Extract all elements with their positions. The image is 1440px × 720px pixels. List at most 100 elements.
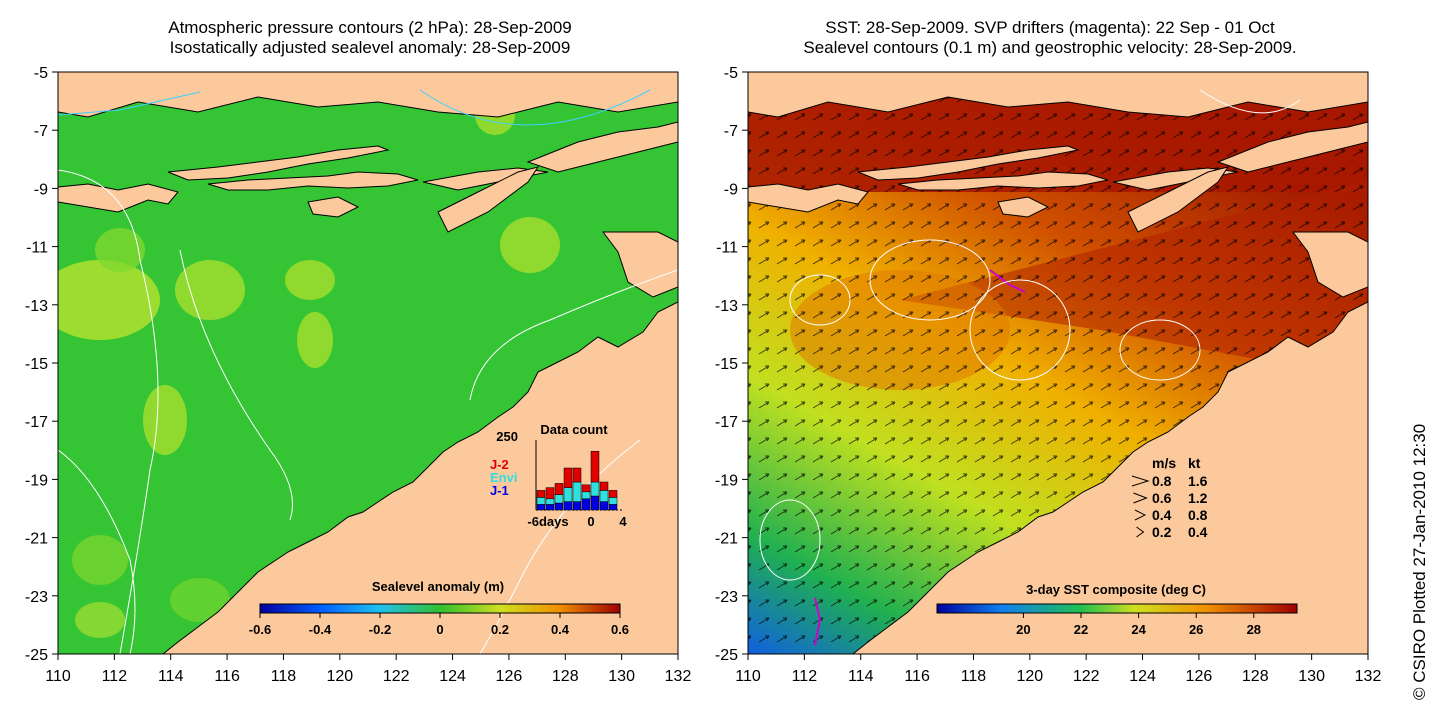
inset-legend-j-2: J-2 xyxy=(490,457,509,472)
inset-legend-envi: Envi xyxy=(490,470,517,485)
right-lat-label: -11 xyxy=(716,240,738,257)
left-lat-label: -9 xyxy=(34,181,48,198)
velocity-kt: 0.4 xyxy=(1188,524,1208,540)
sla-colorbar-tick: -0.6 xyxy=(249,622,271,637)
left-lon-label: 110 xyxy=(45,668,71,685)
inset-bar-envi xyxy=(554,494,564,504)
inset-bar-envi xyxy=(545,498,555,505)
inset-bar-j1 xyxy=(554,502,564,511)
right-lon-label: 110 xyxy=(735,668,761,685)
velocity-ms: 0.2 xyxy=(1152,524,1172,540)
left-map-title: Atmospheric pressure contours (2 hPa): 2… xyxy=(40,18,700,58)
inset-bar-envi xyxy=(536,497,546,505)
inset-bar-j1 xyxy=(545,504,555,511)
left-lat-label: -21 xyxy=(25,531,48,548)
credit-text: © CSIRO Plotted 27-Jan-2010 12:30 xyxy=(1410,423,1429,700)
inset-bar-j2 xyxy=(590,450,600,483)
left-lat-label: -15 xyxy=(25,356,48,373)
sst-map xyxy=(748,72,1368,654)
right-lon-label: 112 xyxy=(792,668,818,685)
velocity-ms: 0.6 xyxy=(1152,490,1172,506)
right-lat-label: -5 xyxy=(724,65,738,82)
velocity-kt: 1.2 xyxy=(1188,490,1208,506)
inset-bar-j1 xyxy=(599,501,609,511)
inset-title: Data count xyxy=(540,422,608,437)
right-lon-label: 126 xyxy=(1186,668,1213,685)
left-lon-label: 120 xyxy=(326,668,353,685)
velocity-header-ms: m/s xyxy=(1152,455,1176,471)
velocity-arrow xyxy=(1136,526,1145,538)
right-lon-label: 130 xyxy=(1298,668,1325,685)
inset-bar-envi xyxy=(608,497,618,505)
right-lat-label: -15 xyxy=(715,356,738,373)
left-title-line2: Isostatically adjusted sealevel anomaly:… xyxy=(169,38,571,57)
inset-bar-j2 xyxy=(599,481,609,491)
sla-colorbar-label: Sealevel anomaly (m) xyxy=(372,579,504,594)
left-lat-label: -19 xyxy=(25,472,48,489)
right-lat-label: -23 xyxy=(715,589,738,606)
velocity-ms: 0.8 xyxy=(1152,473,1172,489)
velocity-ms: 0.4 xyxy=(1152,507,1172,523)
velocity-kt: 1.6 xyxy=(1188,473,1208,489)
sst-colorbar-tick: 26 xyxy=(1189,622,1203,637)
right-lat-label: -21 xyxy=(715,531,738,548)
inset-legend-j-1: J-1 xyxy=(490,483,509,498)
inset-bar-j1 xyxy=(581,498,591,511)
velocity-arrow xyxy=(1134,509,1147,521)
left-lon-label: 122 xyxy=(383,668,410,685)
sla-colorbar-tick: -0.2 xyxy=(369,622,391,637)
right-lat-label: -17 xyxy=(715,414,738,431)
right-map-title: SST: 28-Sep-2009. SVP drifters (magenta)… xyxy=(710,18,1390,58)
left-lon-label: 118 xyxy=(271,668,297,685)
right-lon-label: 132 xyxy=(1355,668,1382,685)
velocity-legend: m/s kt 0.8 1.60.6 1.20.4 0.80.2 0.4 xyxy=(1131,455,1208,540)
left-lat-label: -7 xyxy=(34,123,48,140)
inset-bar-j2 xyxy=(563,467,573,488)
right-lat-label: -9 xyxy=(724,181,738,198)
inset-bar-envi xyxy=(572,481,582,502)
velocity-kt: 0.8 xyxy=(1188,507,1208,523)
right-title-line2: Sealevel contours (0.1 m) and geostrophi… xyxy=(803,38,1297,57)
velocity-header-kt: kt xyxy=(1188,455,1201,471)
inset-bar-envi xyxy=(590,481,600,497)
right-lat-label: -25 xyxy=(715,647,738,664)
sla-colorbar-tick: 0 xyxy=(436,622,443,637)
inset-bar-envi xyxy=(581,491,591,500)
sst-colorbar-tick: 20 xyxy=(1016,622,1030,637)
left-lat-label: -5 xyxy=(34,65,48,82)
right-lat-label: -7 xyxy=(724,123,738,140)
sst-colorbar-label: 3-day SST composite (deg C) xyxy=(1026,582,1206,597)
inset-bar-j1 xyxy=(536,504,546,511)
left-lon-label: 124 xyxy=(439,668,466,685)
inset-bar-j1 xyxy=(563,501,573,511)
velocity-arrow xyxy=(1131,475,1150,487)
sealevel-colorbar: Sealevel anomaly (m) -0.6 -0.4 -0.2 0 0.2 0.4… xyxy=(249,579,629,637)
left-lon-label: 132 xyxy=(665,668,692,685)
sla-colorbar-tick: 0.2 xyxy=(491,622,509,637)
right-title-line1: SST: 28-Sep-2009. SVP drifters (magenta)… xyxy=(825,18,1275,37)
right-lat-label: -13 xyxy=(715,298,738,315)
right-lon-label: 118 xyxy=(961,668,987,685)
left-lat-label: -11 xyxy=(26,240,48,257)
inset-xlabel-zero: 0 xyxy=(587,514,594,529)
inset-bar-j2 xyxy=(536,490,546,498)
left-lon-label: 128 xyxy=(552,668,579,685)
sla-colorbar-tick: -0.4 xyxy=(309,622,332,637)
right-lat-label: -19 xyxy=(715,472,738,489)
left-lon-label: 130 xyxy=(608,668,635,685)
left-lon-label: 116 xyxy=(214,668,240,685)
inset-bar-envi xyxy=(599,490,609,502)
inset-bar-envi xyxy=(563,487,573,502)
inset-bar-j1 xyxy=(572,501,582,511)
sealevel-anomaly-map xyxy=(58,72,678,654)
inset-bar-j2 xyxy=(572,467,582,483)
sst-colorbar-tick: 22 xyxy=(1074,622,1088,637)
inset-bar-j1 xyxy=(608,504,618,511)
sla-colorbar-tick: 0.4 xyxy=(551,622,570,637)
left-lon-label: 114 xyxy=(158,668,184,685)
inset-ymax-label: 250 xyxy=(496,429,518,444)
inset-bar-j2 xyxy=(608,490,618,498)
right-lon-label: 120 xyxy=(1016,668,1043,685)
